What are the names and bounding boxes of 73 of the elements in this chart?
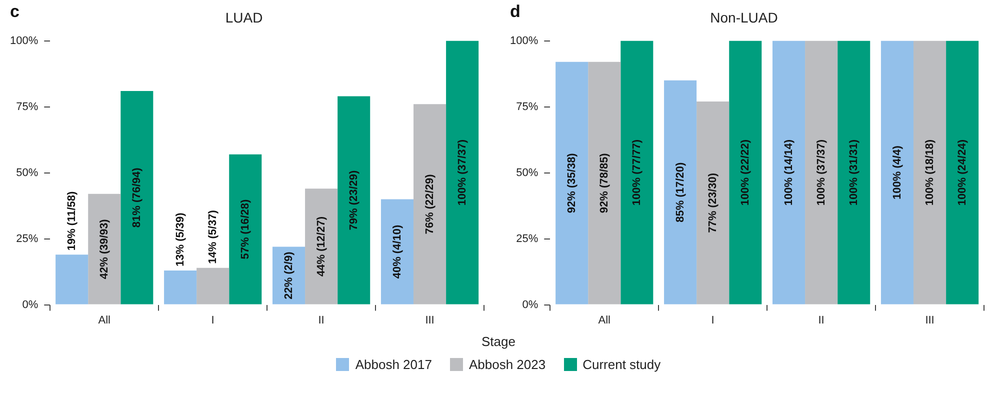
bar xyxy=(880,40,914,304)
data-label: 92% (35/38) xyxy=(566,152,578,214)
bar xyxy=(620,40,654,304)
bar xyxy=(664,80,697,304)
data-label: 100% (77/77) xyxy=(630,139,643,206)
bar xyxy=(729,40,762,304)
bar xyxy=(838,40,870,304)
bar xyxy=(380,199,414,304)
x-tick-label: III xyxy=(425,314,434,326)
x-tick-label: II xyxy=(818,314,824,326)
data-label: 92% (78/85) xyxy=(598,152,610,214)
legend-label: Abbosh 2017 xyxy=(355,357,432,372)
bar xyxy=(913,40,946,304)
data-label: 14% (5/37) xyxy=(206,210,219,264)
data-label: 100% (4/4) xyxy=(891,145,904,200)
bar xyxy=(120,90,154,304)
bar xyxy=(56,254,88,304)
bar xyxy=(772,40,806,304)
data-label: 100% (31/31) xyxy=(848,139,860,206)
data-label: 100% (14/14) xyxy=(782,139,795,206)
bar xyxy=(413,104,446,304)
bar xyxy=(556,62,588,304)
bar xyxy=(338,96,370,304)
bar xyxy=(805,40,838,304)
chart-title: Non-LUAD xyxy=(710,9,778,26)
text: c xyxy=(10,2,20,22)
y-tick-label: 0% xyxy=(522,298,538,311)
x-tick-label: I xyxy=(211,314,214,326)
x-tick-label: All xyxy=(598,314,610,326)
data-label: 22% (2/9) xyxy=(282,251,295,300)
data-label: 44% (12/27) xyxy=(315,216,328,276)
data-label: 79% (23/29) xyxy=(348,170,360,230)
data-label: 57% (16/28) xyxy=(239,199,252,260)
x-tick-label: All xyxy=(98,314,110,326)
bar xyxy=(696,102,730,304)
y-tick-label: 75% xyxy=(16,100,38,113)
data-label: 81% (76/94) xyxy=(130,167,143,228)
y-tick-label: 100% xyxy=(510,34,538,47)
y-tick-label: 50% xyxy=(516,166,538,179)
data-label: 85% (17/20) xyxy=(674,162,686,222)
y-tick-label: 0% xyxy=(22,298,38,311)
legend-label: Current study xyxy=(582,357,661,372)
y-tick-label: 100% xyxy=(10,34,38,47)
bar xyxy=(588,62,621,304)
chart-title: LUAD xyxy=(225,9,263,26)
x-tick-label: I xyxy=(711,314,714,326)
data-label: 100% (37/37) xyxy=(815,139,828,206)
data-label: 100% (22/22) xyxy=(739,139,752,206)
data-label: 42% (39/93) xyxy=(98,218,110,280)
bar xyxy=(164,270,197,304)
bar xyxy=(229,154,262,304)
legend-label: Abbosh 2023 xyxy=(468,357,546,372)
data-label: 40% (4/10) xyxy=(391,224,404,279)
data-label: 19% (11/58) xyxy=(66,190,78,251)
y-tick-label: 50% xyxy=(16,166,38,179)
x-tick-label: III xyxy=(925,314,934,326)
data-label: 100% (37/37) xyxy=(456,139,468,206)
data-label: 76% (22/29) xyxy=(424,174,436,234)
bar xyxy=(946,40,979,304)
data-label: 77% (23/30) xyxy=(706,172,719,233)
data-label: 13% (5/39) xyxy=(174,212,186,266)
x-tick-label: II xyxy=(318,314,324,326)
y-tick-label: 75% xyxy=(516,100,538,113)
bar xyxy=(88,194,121,304)
y-tick-label: 25% xyxy=(16,232,38,245)
data-label: 100% (18/18) xyxy=(924,139,936,206)
bar xyxy=(446,40,479,304)
text: d xyxy=(510,2,520,22)
y-tick-label: 25% xyxy=(516,232,538,245)
bar xyxy=(305,188,338,304)
data-label: 100% (24/24) xyxy=(956,139,968,206)
bar xyxy=(196,268,230,304)
x-axis-title: Stage xyxy=(480,334,516,349)
